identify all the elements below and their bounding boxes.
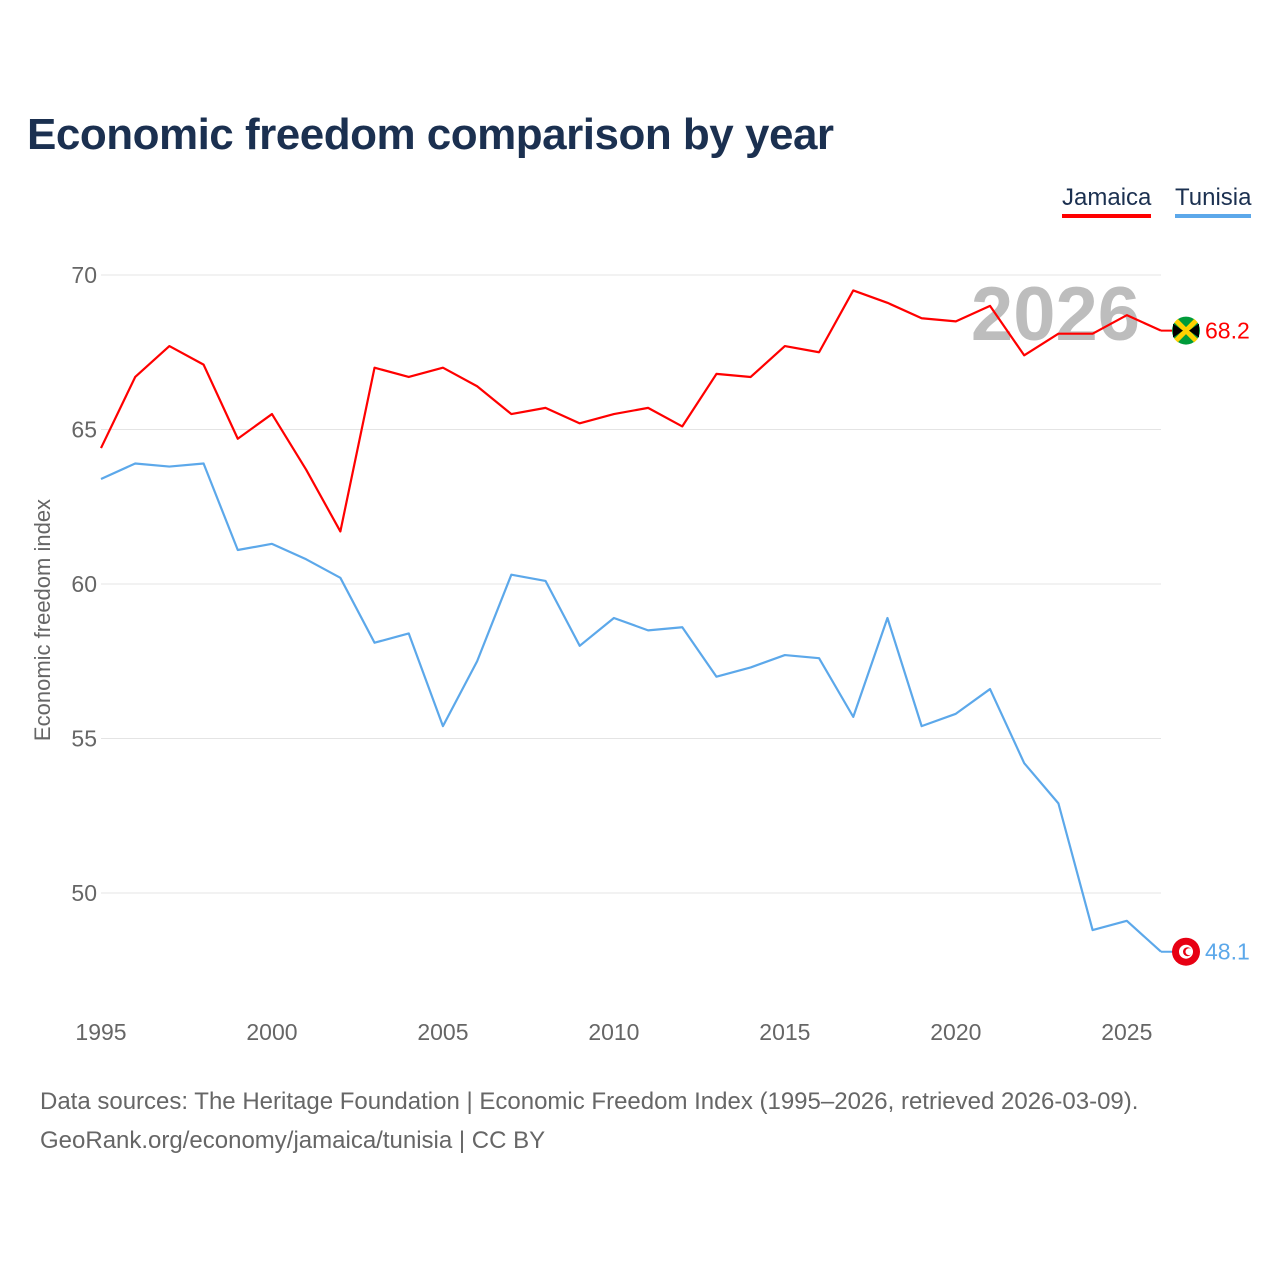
x-tick-label: 2025 [1101, 1019, 1152, 1045]
x-tick-label: 2015 [759, 1019, 810, 1045]
footer-sources: Data sources: The Heritage Foundation | … [40, 1088, 1139, 1115]
series-line-tunisia [100, 462, 1162, 953]
tunisia-flag-crescent-cut [1185, 948, 1193, 956]
y-tick-label: 65 [71, 417, 97, 443]
legend-jamaica[interactable]: Jamaica [1062, 184, 1152, 218]
jamaica-flag-cross [1174, 318, 1198, 343]
year-watermark: 2026 [971, 272, 1140, 357]
x-tick-label: 1995 [75, 1019, 126, 1045]
x-tick-label: 2020 [930, 1019, 981, 1045]
y-tick-label: 70 [71, 262, 97, 288]
series-line-jamaica [100, 289, 1162, 533]
end-value-label-jamaica: 68.2 [1205, 318, 1250, 344]
footer-credit: GeoRank.org/economy/jamaica/tunisia | CC… [40, 1127, 546, 1154]
x-tick-label: 2010 [588, 1019, 639, 1045]
end-value-label-tunisia: 48.1 [1205, 939, 1250, 965]
y-axis-label: Economic freedom index [30, 499, 55, 741]
y-tick-label: 50 [71, 880, 97, 906]
y-tick-label: 60 [71, 571, 97, 597]
y-tick-label: 55 [71, 726, 97, 752]
x-tick-label: 2000 [246, 1019, 297, 1045]
jamaica-flag-triangles [1173, 323, 1199, 338]
chart-title: Economic freedom comparison by year [27, 110, 834, 159]
x-tick-label: 2005 [417, 1019, 468, 1045]
legend-tunisia[interactable]: Tunisia [1175, 184, 1252, 218]
